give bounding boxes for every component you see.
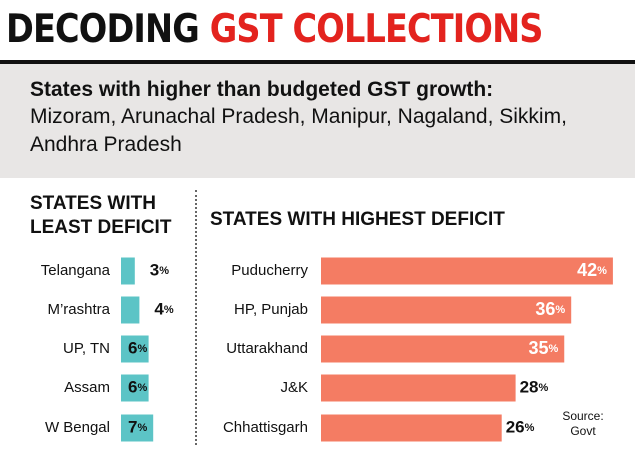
summary-states: Mizoram, Arunachal Pradesh, Manipur, Nag… bbox=[30, 105, 567, 156]
least-deficit-label: Assam bbox=[64, 379, 110, 396]
highest-deficit-label: J&K bbox=[280, 379, 308, 396]
least-deficit-bar bbox=[121, 414, 154, 442]
least-deficit-value: 6% bbox=[128, 338, 147, 357]
highest-deficit-bar bbox=[321, 414, 502, 442]
least-deficit-bar bbox=[121, 296, 140, 324]
highest-deficit-value: 28% bbox=[520, 377, 549, 396]
highest-deficit-label: Uttarakhand bbox=[226, 340, 308, 357]
least-deficit-label: UP, TN bbox=[63, 340, 110, 357]
highest-deficit-bar bbox=[321, 335, 565, 363]
highest-deficit-value: 42% bbox=[577, 260, 607, 280]
highest-deficit-value: 36% bbox=[535, 299, 565, 319]
page-title: DECODING GST COLLECTIONS bbox=[6, 6, 543, 54]
summary-panel: States with higher than budgeted GST gro… bbox=[0, 64, 635, 178]
title-part-1: DECODING bbox=[6, 7, 200, 52]
highest-deficit-value: 26% bbox=[506, 417, 535, 436]
least-deficit-title-line2: LEAST DEFICIT bbox=[30, 217, 172, 238]
title-rule bbox=[0, 60, 635, 64]
title-part-2: GST COLLECTIONS bbox=[209, 7, 544, 52]
least-deficit-title: STATES WITH LEAST DEFICIT bbox=[30, 192, 171, 240]
least-deficit-bar bbox=[121, 335, 149, 363]
highest-deficit-value: 35% bbox=[528, 338, 558, 358]
highest-deficit-label: Chhattisgarh bbox=[223, 419, 308, 436]
least-deficit-bar bbox=[121, 257, 135, 285]
least-deficit-title-line1: STATES WITH bbox=[30, 193, 156, 214]
least-deficit-value: 6% bbox=[128, 377, 147, 396]
least-deficit-label: Telangana bbox=[41, 262, 111, 279]
least-deficit-value: 4% bbox=[154, 299, 173, 318]
highest-deficit-label: HP, Punjab bbox=[234, 301, 308, 318]
highest-deficit-label: Puducherry bbox=[231, 262, 308, 279]
least-deficit-label: M’rashtra bbox=[47, 301, 110, 318]
summary-heading: States with higher than budgeted GST gro… bbox=[30, 78, 494, 101]
highest-deficit-bar bbox=[321, 257, 613, 285]
source-line1: Source: bbox=[562, 409, 604, 423]
highest-deficit-bar bbox=[321, 296, 572, 324]
least-deficit-value: 7% bbox=[128, 417, 147, 436]
column-divider bbox=[195, 190, 197, 445]
source-note: Source: Govt bbox=[554, 409, 612, 439]
highest-deficit-bar bbox=[321, 374, 516, 402]
least-deficit-value: 3% bbox=[150, 260, 169, 279]
highest-deficit-title: STATES WITH HIGHEST DEFICIT bbox=[210, 209, 505, 230]
least-deficit-bar bbox=[121, 374, 149, 402]
least-deficit-label: W Bengal bbox=[45, 419, 110, 436]
source-line2: Govt bbox=[570, 424, 596, 438]
